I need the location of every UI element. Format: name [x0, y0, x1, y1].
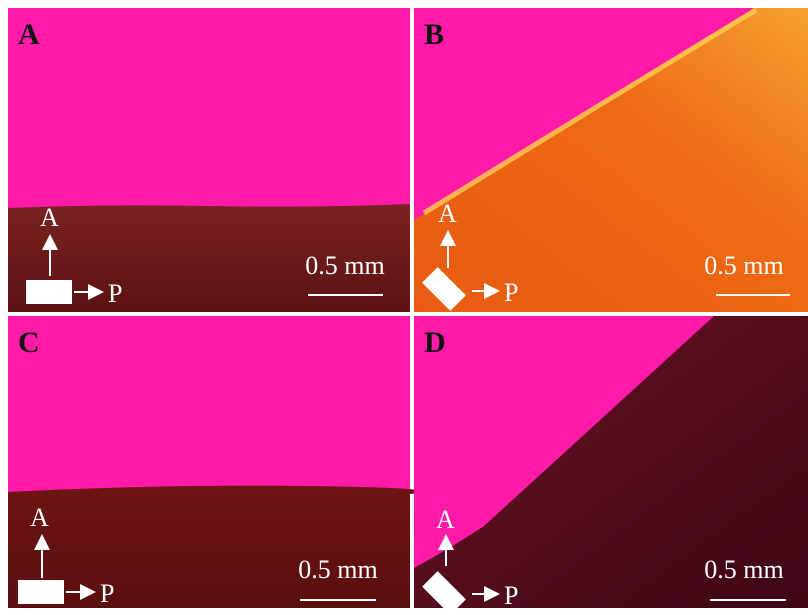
scale-label: 0.5 mm: [704, 251, 783, 280]
panel-d: D A P 0.5 mm: [414, 316, 808, 615]
orientation-icon: [18, 580, 64, 604]
polarizer-label: P: [100, 579, 114, 608]
polarizer-label: P: [504, 278, 518, 307]
panel-label: C: [18, 326, 40, 359]
panel-c: C A P 0.5 mm: [8, 316, 422, 608]
figure: A A P 0.5 mm B A P 0.5 mm C A P 0.5 mm: [0, 0, 808, 615]
analyzer-label: A: [30, 503, 49, 532]
analyzer-label: A: [438, 199, 457, 228]
scale-label: 0.5 mm: [704, 555, 783, 584]
panel-label: A: [18, 18, 40, 51]
analyzer-label: A: [436, 505, 455, 534]
analyzer-label: A: [40, 203, 59, 232]
sample-region: [8, 486, 422, 608]
scale-label: 0.5 mm: [305, 251, 384, 280]
orientation-icon: [26, 280, 72, 304]
polarizer-label: P: [504, 581, 518, 610]
scale-label: 0.5 mm: [298, 555, 377, 584]
panel-label: D: [424, 326, 446, 359]
polarizer-label: P: [108, 279, 122, 308]
panel-b: B A P 0.5 mm: [414, 8, 808, 312]
panel-label: B: [424, 18, 444, 51]
panel-a: A A P 0.5 mm: [8, 8, 410, 312]
